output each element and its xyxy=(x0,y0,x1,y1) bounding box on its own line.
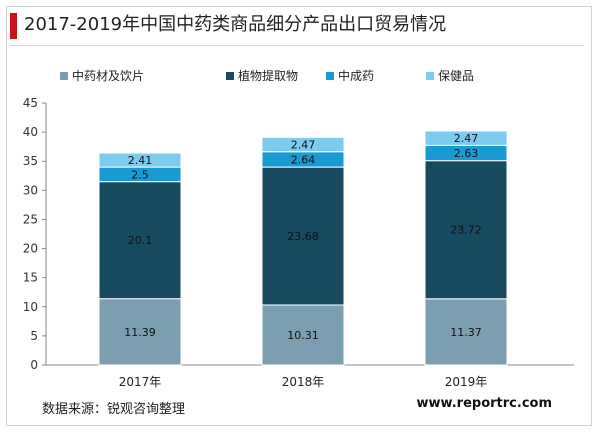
bar-segment xyxy=(424,298,508,366)
x-tick-label: 2018年 xyxy=(282,375,325,389)
legend-label: 保健品 xyxy=(438,69,474,83)
page-title: 2017-2019年中国中药类商品细分产品出口贸易情况 xyxy=(24,14,447,35)
bar-segment xyxy=(98,181,182,300)
data-label: 20.1 xyxy=(128,234,153,247)
data-label: 2.47 xyxy=(454,132,479,145)
x-tick-label: 2017年 xyxy=(119,375,162,389)
data-label: 2.5 xyxy=(131,168,149,181)
data-label: 23.72 xyxy=(450,224,482,237)
data-label: 11.39 xyxy=(124,326,156,339)
bar-segment xyxy=(424,130,508,146)
bar-segment xyxy=(261,166,345,306)
legend-label: 植物提取物 xyxy=(238,68,298,83)
data-label: 23.68 xyxy=(287,230,319,243)
y-tick-label: 20 xyxy=(23,242,38,256)
title-divider xyxy=(10,45,584,46)
title-accent-bar xyxy=(10,13,17,39)
y-tick-label: 40 xyxy=(23,125,38,139)
legend-swatch xyxy=(326,72,334,80)
y-tick-label: 5 xyxy=(30,329,38,343)
data-label: 2.63 xyxy=(454,147,479,160)
y-tick-label: 35 xyxy=(23,154,38,168)
data-source-note: 数据来源：锐观咨询整理 xyxy=(42,402,186,417)
bar-segment xyxy=(98,298,182,366)
y-tick-label: 0 xyxy=(30,358,38,372)
y-tick-label: 10 xyxy=(23,300,38,314)
legend-swatch xyxy=(60,72,68,80)
y-tick-label: 30 xyxy=(23,183,38,197)
legend-swatch xyxy=(426,72,434,80)
legend-label: 中成药 xyxy=(338,68,374,83)
y-tick-label: 25 xyxy=(23,212,38,226)
data-label: 11.37 xyxy=(450,326,482,339)
website-label: www.reportrc.com xyxy=(416,396,552,411)
y-tick-label: 45 xyxy=(23,96,38,110)
data-label: 2.47 xyxy=(291,139,316,152)
y-tick-label: 15 xyxy=(23,271,38,285)
bar-segment xyxy=(261,304,345,366)
bar-segment xyxy=(98,152,182,168)
data-label: 2.64 xyxy=(291,153,316,166)
legend-label: 中药材及饮片 xyxy=(72,68,144,83)
legend-swatch xyxy=(226,72,234,80)
x-tick-label: 2019年 xyxy=(445,375,488,389)
data-label: 2.41 xyxy=(128,154,153,167)
data-label: 10.31 xyxy=(287,329,319,342)
bar-segment xyxy=(261,136,345,153)
